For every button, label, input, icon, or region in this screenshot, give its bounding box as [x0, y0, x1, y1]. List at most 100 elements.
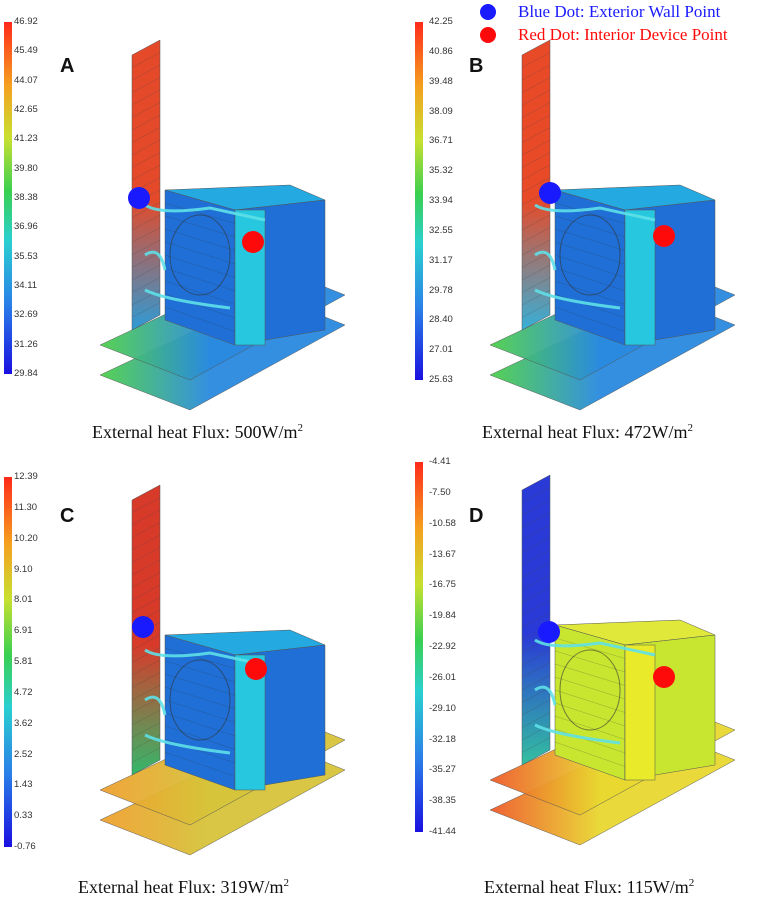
- colorbar-tick-label: 33.94: [429, 195, 453, 206]
- device-disk: [169, 214, 231, 296]
- blue-dot-icon: [480, 4, 496, 20]
- panel-caption: External heat Flux: 319W/m2: [78, 877, 289, 898]
- colorbar-tick-label: -16.75: [429, 579, 456, 591]
- caption-superscript: 2: [688, 877, 695, 889]
- colorbar-tick-label: -41.44: [429, 826, 456, 837]
- colorbar-tick-label: 39.48: [429, 75, 453, 87]
- colorbar-tick-label: 3.62: [14, 717, 33, 729]
- colorbar-tick-label: -10.58: [429, 517, 456, 529]
- colorbar-tick-label: -4.41: [429, 456, 451, 467]
- exterior-wall-point-dot: [128, 187, 150, 209]
- colorbar-tick-label: -29.10: [429, 702, 456, 714]
- panel-c: [4, 477, 346, 856]
- panel-caption: External heat Flux: 472W/m2: [482, 422, 693, 443]
- device-disk: [559, 649, 621, 731]
- colorbar-tick-label: 29.84: [14, 368, 38, 379]
- colorbar-tick-label: 38.09: [429, 105, 453, 117]
- legend-red-row: Red Dot: Interior Device Point: [480, 24, 728, 46]
- interior-device-point-dot: [653, 225, 675, 247]
- colorbar: [415, 22, 423, 380]
- colorbar-tick-label: 0.33: [14, 810, 33, 822]
- colorbar: [4, 477, 12, 847]
- colorbar-tick-label: 8.01: [14, 594, 33, 606]
- exterior-wall-point-dot: [132, 616, 154, 638]
- legend-blue-label: Blue Dot: Exterior Wall Point: [518, 2, 721, 21]
- panel-letter: C: [60, 505, 75, 527]
- colorbar-tick-label: 6.91: [14, 625, 33, 637]
- panel-a: [4, 22, 346, 411]
- colorbar-tick-label: 1.43: [14, 779, 33, 791]
- interior-device-point-dot: [653, 666, 675, 688]
- interior-device-point-dot: [245, 658, 267, 680]
- colorbar-tick-label: 11.30: [14, 501, 38, 513]
- colorbar-tick-label: 36.96: [14, 221, 38, 233]
- colorbar-tick-label: -35.27: [429, 764, 456, 776]
- panel-letter: B: [469, 55, 484, 77]
- device-disk: [559, 214, 621, 296]
- colorbar-tick-label: 31.17: [429, 254, 453, 266]
- coolant-pipe: [534, 638, 656, 745]
- colorbar-tick-label: 4.72: [14, 686, 33, 698]
- device-disk: [169, 659, 231, 741]
- colorbar-tick-label: 35.53: [14, 250, 38, 262]
- caption-superscript: 2: [687, 422, 693, 434]
- colorbar-tick-label: 41.23: [14, 133, 38, 145]
- caption-text: External heat Flux: 500W/m: [92, 422, 298, 442]
- colorbar-tick-label: -22.92: [429, 641, 456, 652]
- caption-superscript: 2: [283, 877, 289, 889]
- colorbar: [4, 22, 12, 374]
- colorbar-tick-label: -26.01: [429, 671, 456, 683]
- colorbar-tick-label: 42.25: [429, 16, 453, 27]
- colorbar-tick-label: 35.32: [429, 165, 453, 177]
- colorbar: [415, 462, 423, 832]
- colorbar-tick-label: 44.07: [14, 74, 38, 86]
- panel-caption: External heat Flux: 115W/m2: [484, 877, 694, 898]
- colorbar-tick-label: 45.49: [14, 45, 38, 57]
- panel-b: [415, 22, 736, 411]
- caption-text: External heat Flux: 319W/m: [78, 877, 284, 897]
- interior-device-point-dot: [242, 231, 264, 253]
- colorbar-tick-label: -7.50: [429, 486, 451, 498]
- dot-legend: Blue Dot: Exterior Wall Point Red Dot: I…: [480, 0, 780, 50]
- legend-blue-row: Blue Dot: Exterior Wall Point: [480, 1, 720, 23]
- colorbar-tick-label: -0.76: [14, 841, 36, 852]
- caption-text: External heat Flux: 472W/m: [482, 422, 688, 442]
- colorbar-tick-label: 31.26: [14, 338, 38, 350]
- colorbar-tick-label: 10.20: [14, 532, 38, 544]
- caption-text: External heat Flux: 115W/m: [484, 877, 689, 897]
- colorbar-tick-label: 40.86: [429, 45, 453, 57]
- coolant-pipe: [144, 203, 266, 310]
- legend-red-label: Red Dot: Interior Device Point: [518, 25, 728, 44]
- colorbar-tick-label: 38.38: [14, 192, 38, 203]
- red-dot-icon: [480, 27, 496, 43]
- colorbar-tick-label: 28.40: [429, 314, 453, 326]
- caption-superscript: 2: [297, 422, 303, 434]
- colorbar-tick-label: 9.10: [14, 563, 33, 575]
- device-column: [624, 209, 656, 346]
- colorbar-tick-label: 42.65: [14, 104, 38, 115]
- coolant-pipe: [144, 648, 266, 755]
- colorbar-tick-label: 46.92: [14, 16, 38, 27]
- colorbar-tick-label: 2.52: [14, 748, 33, 760]
- colorbar-tick-label: -19.84: [429, 610, 456, 622]
- device-column: [234, 209, 266, 346]
- panel-caption: External heat Flux: 500W/m2: [92, 422, 303, 443]
- colorbar-tick-label: -13.67: [429, 548, 456, 560]
- colorbar-tick-label: 32.69: [14, 309, 38, 321]
- colorbar-tick-label: 39.80: [14, 162, 38, 174]
- colorbar-tick-label: 32.55: [429, 224, 453, 236]
- colorbar-tick-label: 5.81: [14, 656, 33, 667]
- colorbar-tick-label: -32.18: [429, 733, 456, 745]
- colorbar-tick-label: 34.11: [14, 280, 38, 291]
- colorbar-tick-label: -38.35: [429, 795, 456, 807]
- panel-letter: A: [60, 55, 75, 77]
- colorbar-tick-label: 36.71: [429, 135, 453, 147]
- panel-d: [415, 462, 736, 846]
- colorbar-tick-label: 27.01: [429, 344, 453, 356]
- exterior-wall-point-dot: [539, 182, 561, 204]
- colorbar-tick-label: 12.39: [14, 471, 38, 482]
- panel-letter: D: [469, 505, 484, 527]
- colorbar-tick-label: 29.78: [429, 284, 453, 296]
